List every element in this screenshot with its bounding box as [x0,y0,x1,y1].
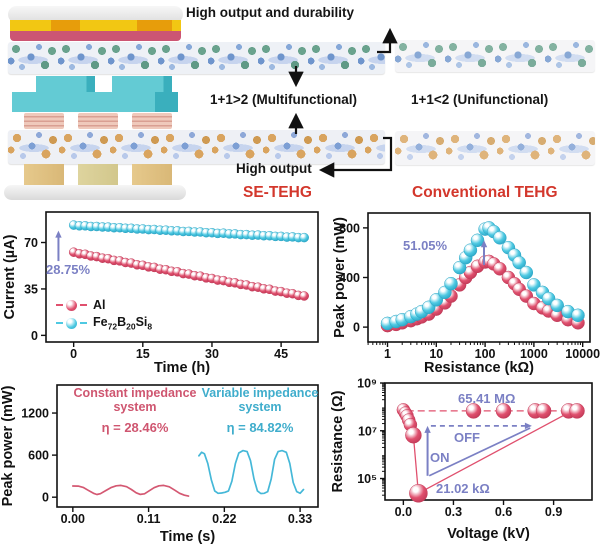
svg-text:Time (h): Time (h) [154,360,210,375]
svg-text:Time (s): Time (s) [160,529,216,545]
svg-text:10⁷: 10⁷ [358,424,377,438]
svg-text:0.9: 0.9 [545,505,562,519]
current-vs-time-chart: 0 15 30 45 0 35 70 Time (h) Current (µA) [0,203,330,376]
svg-text:100: 100 [475,347,496,361]
svg-text:70: 70 [24,236,38,250]
svg-text:Peak power (mW): Peak power (mW) [0,385,16,506]
conventional-film-bottom [395,131,595,165]
svg-text:15: 15 [136,347,150,361]
svg-text:1: 1 [384,347,391,361]
support-column [24,164,64,187]
svg-text:0: 0 [42,491,49,505]
label-unifunctional: 1+1<2 (Unifunctional) [411,92,549,107]
svg-text:10000: 10000 [565,347,600,361]
eta-variable: η = 84.82% [226,420,294,435]
svg-text:0: 0 [31,329,38,343]
svg-text:45: 45 [274,347,288,361]
eta-constant: η = 28.46% [101,420,169,435]
svg-text:Peak power (mW): Peak power (mW) [332,217,348,338]
schematic-arrows [288,27,398,178]
svg-text:0: 0 [353,321,360,335]
conventional-film-top [395,40,595,72]
annotation-current-gain: 28.75% [46,262,91,277]
svg-text:0.33: 0.33 [288,512,312,526]
composite-film-bottom [8,130,385,164]
label-high-output: High output [236,161,312,176]
svg-text:10⁹: 10⁹ [357,377,377,391]
annotation-min-resistance: 21.02 kΩ [436,481,490,496]
svg-text:0.00: 0.00 [61,512,85,526]
svg-text:1200: 1200 [21,407,49,421]
cyan-block-upper-left [36,76,95,94]
support-column [132,164,172,187]
annotation-off: OFF [454,430,480,445]
label-high-output-durability: High output and durability [186,5,354,20]
composite-film-top [8,42,385,74]
coil-column [78,113,118,129]
annotation-constant-impedance: Constant impedance system η = 28.46% [60,386,210,435]
svg-text:30: 30 [205,347,219,361]
title-se-tehg: SE-TEHG [243,184,312,201]
peak-power-vs-resistance-chart: 1 10 100 1000 10000 0 400 800 Resistance (kΩ) Pea… [330,203,600,376]
arrow-up-durability [377,27,398,54]
svg-text:0: 0 [70,347,77,361]
legend-item-fe: Fe72B20Si8 [56,315,152,332]
arrow-left-high-output [318,136,393,178]
svg-text:400: 400 [339,271,360,285]
base-disc [4,185,186,200]
coil-column [132,113,172,129]
annotation-max-resistance: 65.41 MΩ [458,391,516,406]
top-electrode-disc [8,6,183,23]
svg-text:0.22: 0.22 [212,512,236,526]
svg-text:Voltage (kV): Voltage (kV) [447,526,530,542]
resistance-vs-voltage-chart: 0.0 0.3 0.6 0.9 10⁵ 10⁷ 10⁹ Voltage (kV) Resista… [330,375,600,545]
svg-text:0.11: 0.11 [137,512,161,526]
svg-text:Resistance (Ω): Resistance (Ω) [330,390,346,492]
annotation-on: ON [430,450,450,465]
svg-text:800: 800 [339,221,360,235]
legend-label-fe: Fe72B20Si8 [93,315,153,332]
svg-text:35: 35 [24,282,38,296]
title-conventional-tehg: Conventional TEHG [412,184,558,201]
annotation-power-gain: 51.05% [403,238,448,253]
legend-item-al: Al [56,298,152,312]
crimson-layer [10,31,181,41]
svg-text:10⁵: 10⁵ [357,472,377,486]
label-multifunctional: 1+1>2 (Multifunctional) [210,92,358,107]
al-marker-icon [66,299,77,311]
peak-power-vs-time-chart: 0.00 0.11 0.22 0.33 0 600 1200 Time (s) Peak pow… [0,375,330,545]
svg-text:1000: 1000 [520,347,548,361]
chart1-legend: Al Fe72B20Si8 [56,298,152,332]
svg-text:Current (µA): Current (µA) [2,234,18,319]
svg-text:Resistance (kΩ): Resistance (kΩ) [424,360,534,375]
svg-text:10: 10 [429,347,443,361]
cyan-block-upper-right [112,76,172,94]
coil-column [24,113,64,129]
fe-marker-icon [66,317,77,329]
svg-text:0.3: 0.3 [445,505,462,519]
svg-text:0.0: 0.0 [395,505,412,519]
annotation-variable-impedance: Variable impedance system η = 84.82% [190,386,330,435]
svg-text:0.6: 0.6 [495,505,512,519]
device-schematic: High output and durability 1+1>2 (Multif… [0,0,600,205]
legend-label-al: Al [93,298,106,312]
yellow-layer [10,20,181,31]
svg-text:600: 600 [28,449,49,463]
cyan-block-lower [12,92,178,112]
support-column [78,164,118,187]
